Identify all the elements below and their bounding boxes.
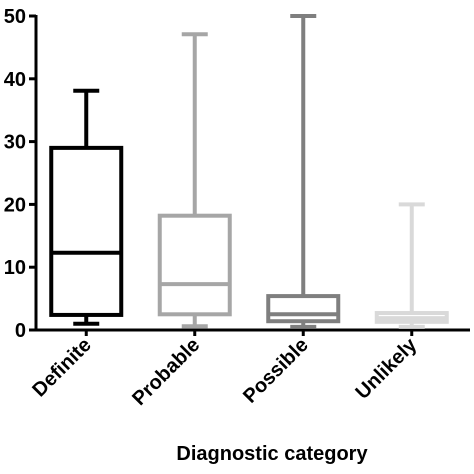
- y-tick-label: 40: [4, 69, 26, 91]
- x-tick-label: Probable: [128, 334, 204, 410]
- y-tick-label: 20: [4, 194, 26, 216]
- box: [49, 145, 124, 317]
- y-tick-label: 50: [4, 6, 26, 28]
- y-tick-label: 10: [4, 257, 26, 279]
- x-tick-label: Unlikely: [351, 333, 421, 403]
- y-tick-label: 30: [4, 132, 26, 154]
- x-axis-label: Diagnostic category: [176, 443, 368, 465]
- box: [157, 213, 232, 317]
- box: [266, 294, 341, 324]
- x-tick-label: Definite: [28, 334, 95, 401]
- x-tick-label: Possible: [239, 334, 313, 408]
- y-tick-label: 0: [15, 320, 26, 342]
